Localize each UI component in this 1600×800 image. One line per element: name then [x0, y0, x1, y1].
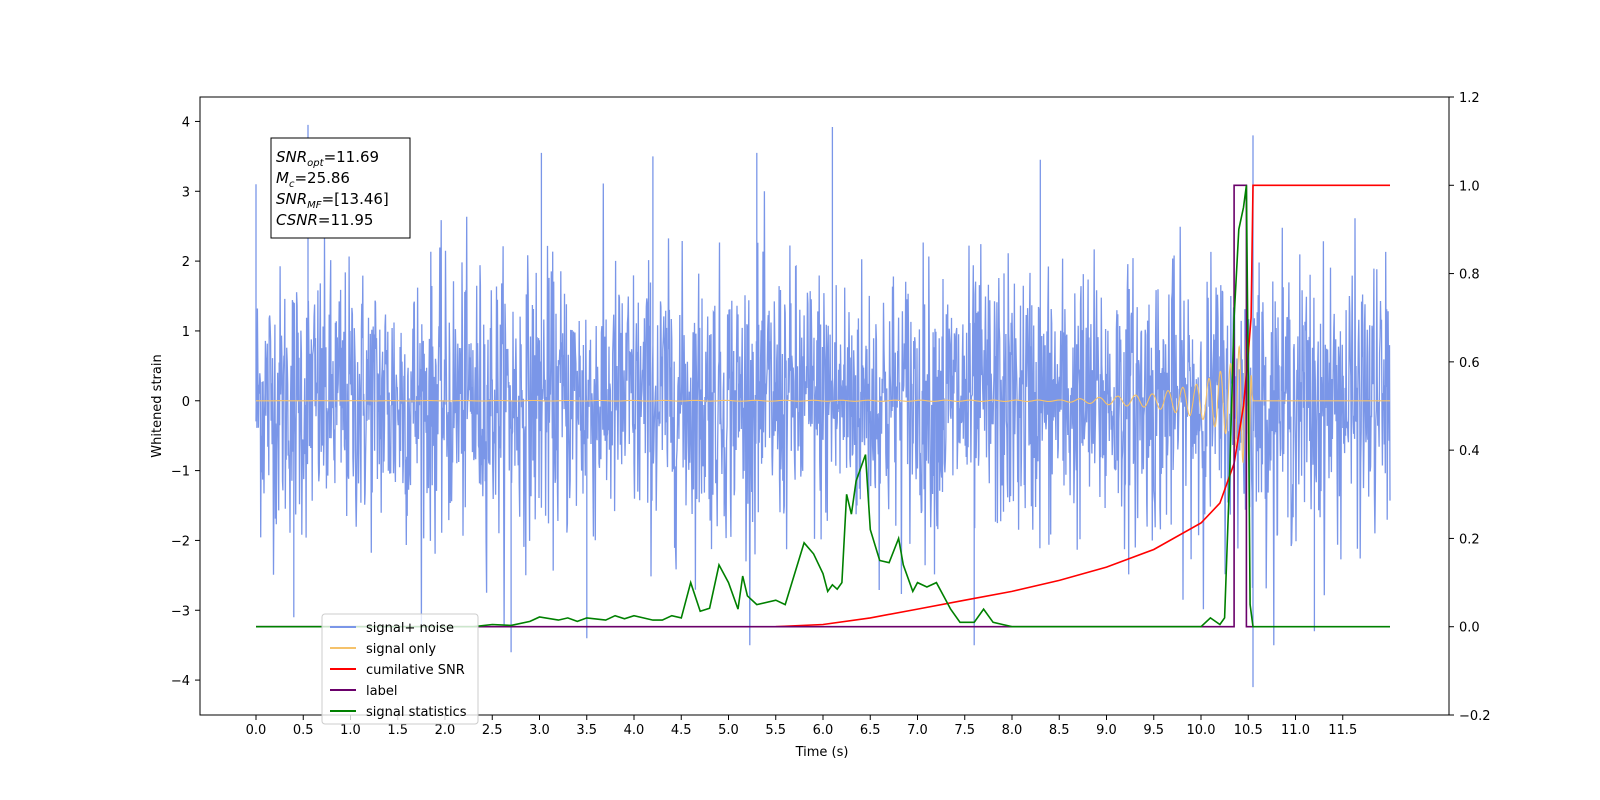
x-tick-label: 2.5 — [482, 723, 503, 738]
y-axis-label: Whitened strain — [150, 354, 165, 457]
y-right-tick-label: 0.2 — [1459, 532, 1480, 547]
x-tick-label: 11.0 — [1281, 723, 1310, 738]
annotation-line: SNRMF=[13.46] — [276, 190, 389, 211]
series-layer — [255, 124, 1391, 688]
legend-label: signal statistics — [366, 705, 467, 720]
legend-label: signal+ noise — [366, 621, 454, 636]
x-tick-label: 9.0 — [1096, 723, 1117, 738]
y-axis-left: 4 3 2 1 0 −1 −2 −3 −4 — [171, 115, 200, 689]
series-signal-noise — [255, 124, 1391, 688]
annotation-line: CSNR=11.95 — [276, 211, 373, 229]
y-right-tick-label: 0.4 — [1459, 444, 1480, 459]
y-tick-label: 4 — [182, 115, 190, 130]
x-tick-label: 9.5 — [1143, 723, 1164, 738]
x-tick-label: 7.5 — [954, 723, 975, 738]
x-tick-label: 4.5 — [671, 723, 692, 738]
x-tick-label: 1.0 — [340, 723, 361, 738]
x-tick-label: 4.0 — [624, 723, 645, 738]
y-right-tick-label: 0.0 — [1459, 621, 1480, 636]
y-right-tick-label: 0.6 — [1459, 356, 1480, 371]
annotation-symbol: CSNR — [276, 211, 318, 229]
y-tick-label: −3 — [171, 604, 190, 619]
y-axis-right: 1.2 1.0 0.8 0.6 0.4 0.2 0.0 −0.2 — [1449, 91, 1491, 724]
x-axis-label: Time (s) — [795, 745, 849, 760]
stats-annotation: SNRopt=11.69Mc=25.86SNRMF=[13.46]CSNR=11… — [270, 137, 411, 239]
x-tick-label: 5.0 — [718, 723, 739, 738]
annotation-value: =25.86 — [294, 169, 350, 187]
annotation-subscript: c — [289, 179, 295, 190]
x-tick-label: 8.5 — [1049, 723, 1070, 738]
y-tick-label: −4 — [171, 674, 190, 689]
annotation-subscript: MF — [307, 200, 322, 211]
x-tick-label: 10.0 — [1187, 723, 1216, 738]
x-tick-label: 7.0 — [907, 723, 928, 738]
annotation-value: =11.69 — [324, 148, 380, 166]
y-right-tick-label: −0.2 — [1459, 709, 1491, 724]
y-right-tick-label: 1.0 — [1459, 179, 1480, 194]
annotation-line: SNRopt=11.69 — [276, 148, 379, 169]
x-tick-label: 6.5 — [860, 723, 881, 738]
y-right-tick-label: 1.2 — [1459, 91, 1480, 106]
x-tick-label: 8.0 — [1002, 723, 1023, 738]
series-cumulative-snr — [775, 184, 1390, 628]
y-tick-label: 0 — [182, 395, 190, 410]
annotation-value: =[13.46] — [322, 190, 389, 208]
annotation-subscript: opt — [307, 158, 324, 169]
annotation-line: Mc=25.86 — [276, 169, 350, 190]
y-tick-label: 2 — [182, 255, 190, 270]
series-signal-only — [256, 333, 1390, 464]
x-tick-label: 3.5 — [576, 723, 597, 738]
x-tick-label: 5.5 — [765, 723, 786, 738]
y-tick-label: −2 — [171, 534, 190, 549]
x-tick-label: 2.0 — [435, 723, 456, 738]
y-tick-label: 1 — [182, 325, 190, 340]
x-axis: 0.0 0.5 1.0 1.5 2.0 2.5 3.0 3.5 4.0 4.5 5.0 5.5 6.0 6… — [246, 715, 1357, 738]
annotation-box — [270, 137, 411, 239]
legend: signal+ noise signal only cumilative SNR la… — [321, 613, 479, 725]
y-tick-label: 3 — [182, 185, 190, 200]
legend-label: label — [366, 684, 397, 699]
x-tick-label: 10.5 — [1234, 723, 1263, 738]
legend-box — [321, 613, 479, 725]
annotation-symbol: SNR — [276, 190, 307, 208]
y-right-tick-label: 0.8 — [1459, 268, 1480, 283]
x-tick-label: 3.0 — [529, 723, 550, 738]
x-tick-label: 1.5 — [387, 723, 408, 738]
annotation-symbol: M — [276, 169, 289, 187]
annotation-symbol: SNR — [276, 148, 307, 166]
x-tick-label: 11.5 — [1328, 723, 1357, 738]
series-signal-statistics — [256, 185, 1390, 628]
x-tick-label: 0.0 — [246, 723, 267, 738]
legend-label: signal only — [366, 642, 436, 657]
x-tick-label: 6.0 — [813, 723, 834, 738]
x-tick-label: 0.5 — [293, 723, 314, 738]
y-tick-label: −1 — [171, 465, 190, 480]
plot-frame — [199, 96, 1450, 716]
legend-label: cumilative SNR — [366, 663, 465, 678]
annotation-value: =11.95 — [318, 211, 374, 229]
